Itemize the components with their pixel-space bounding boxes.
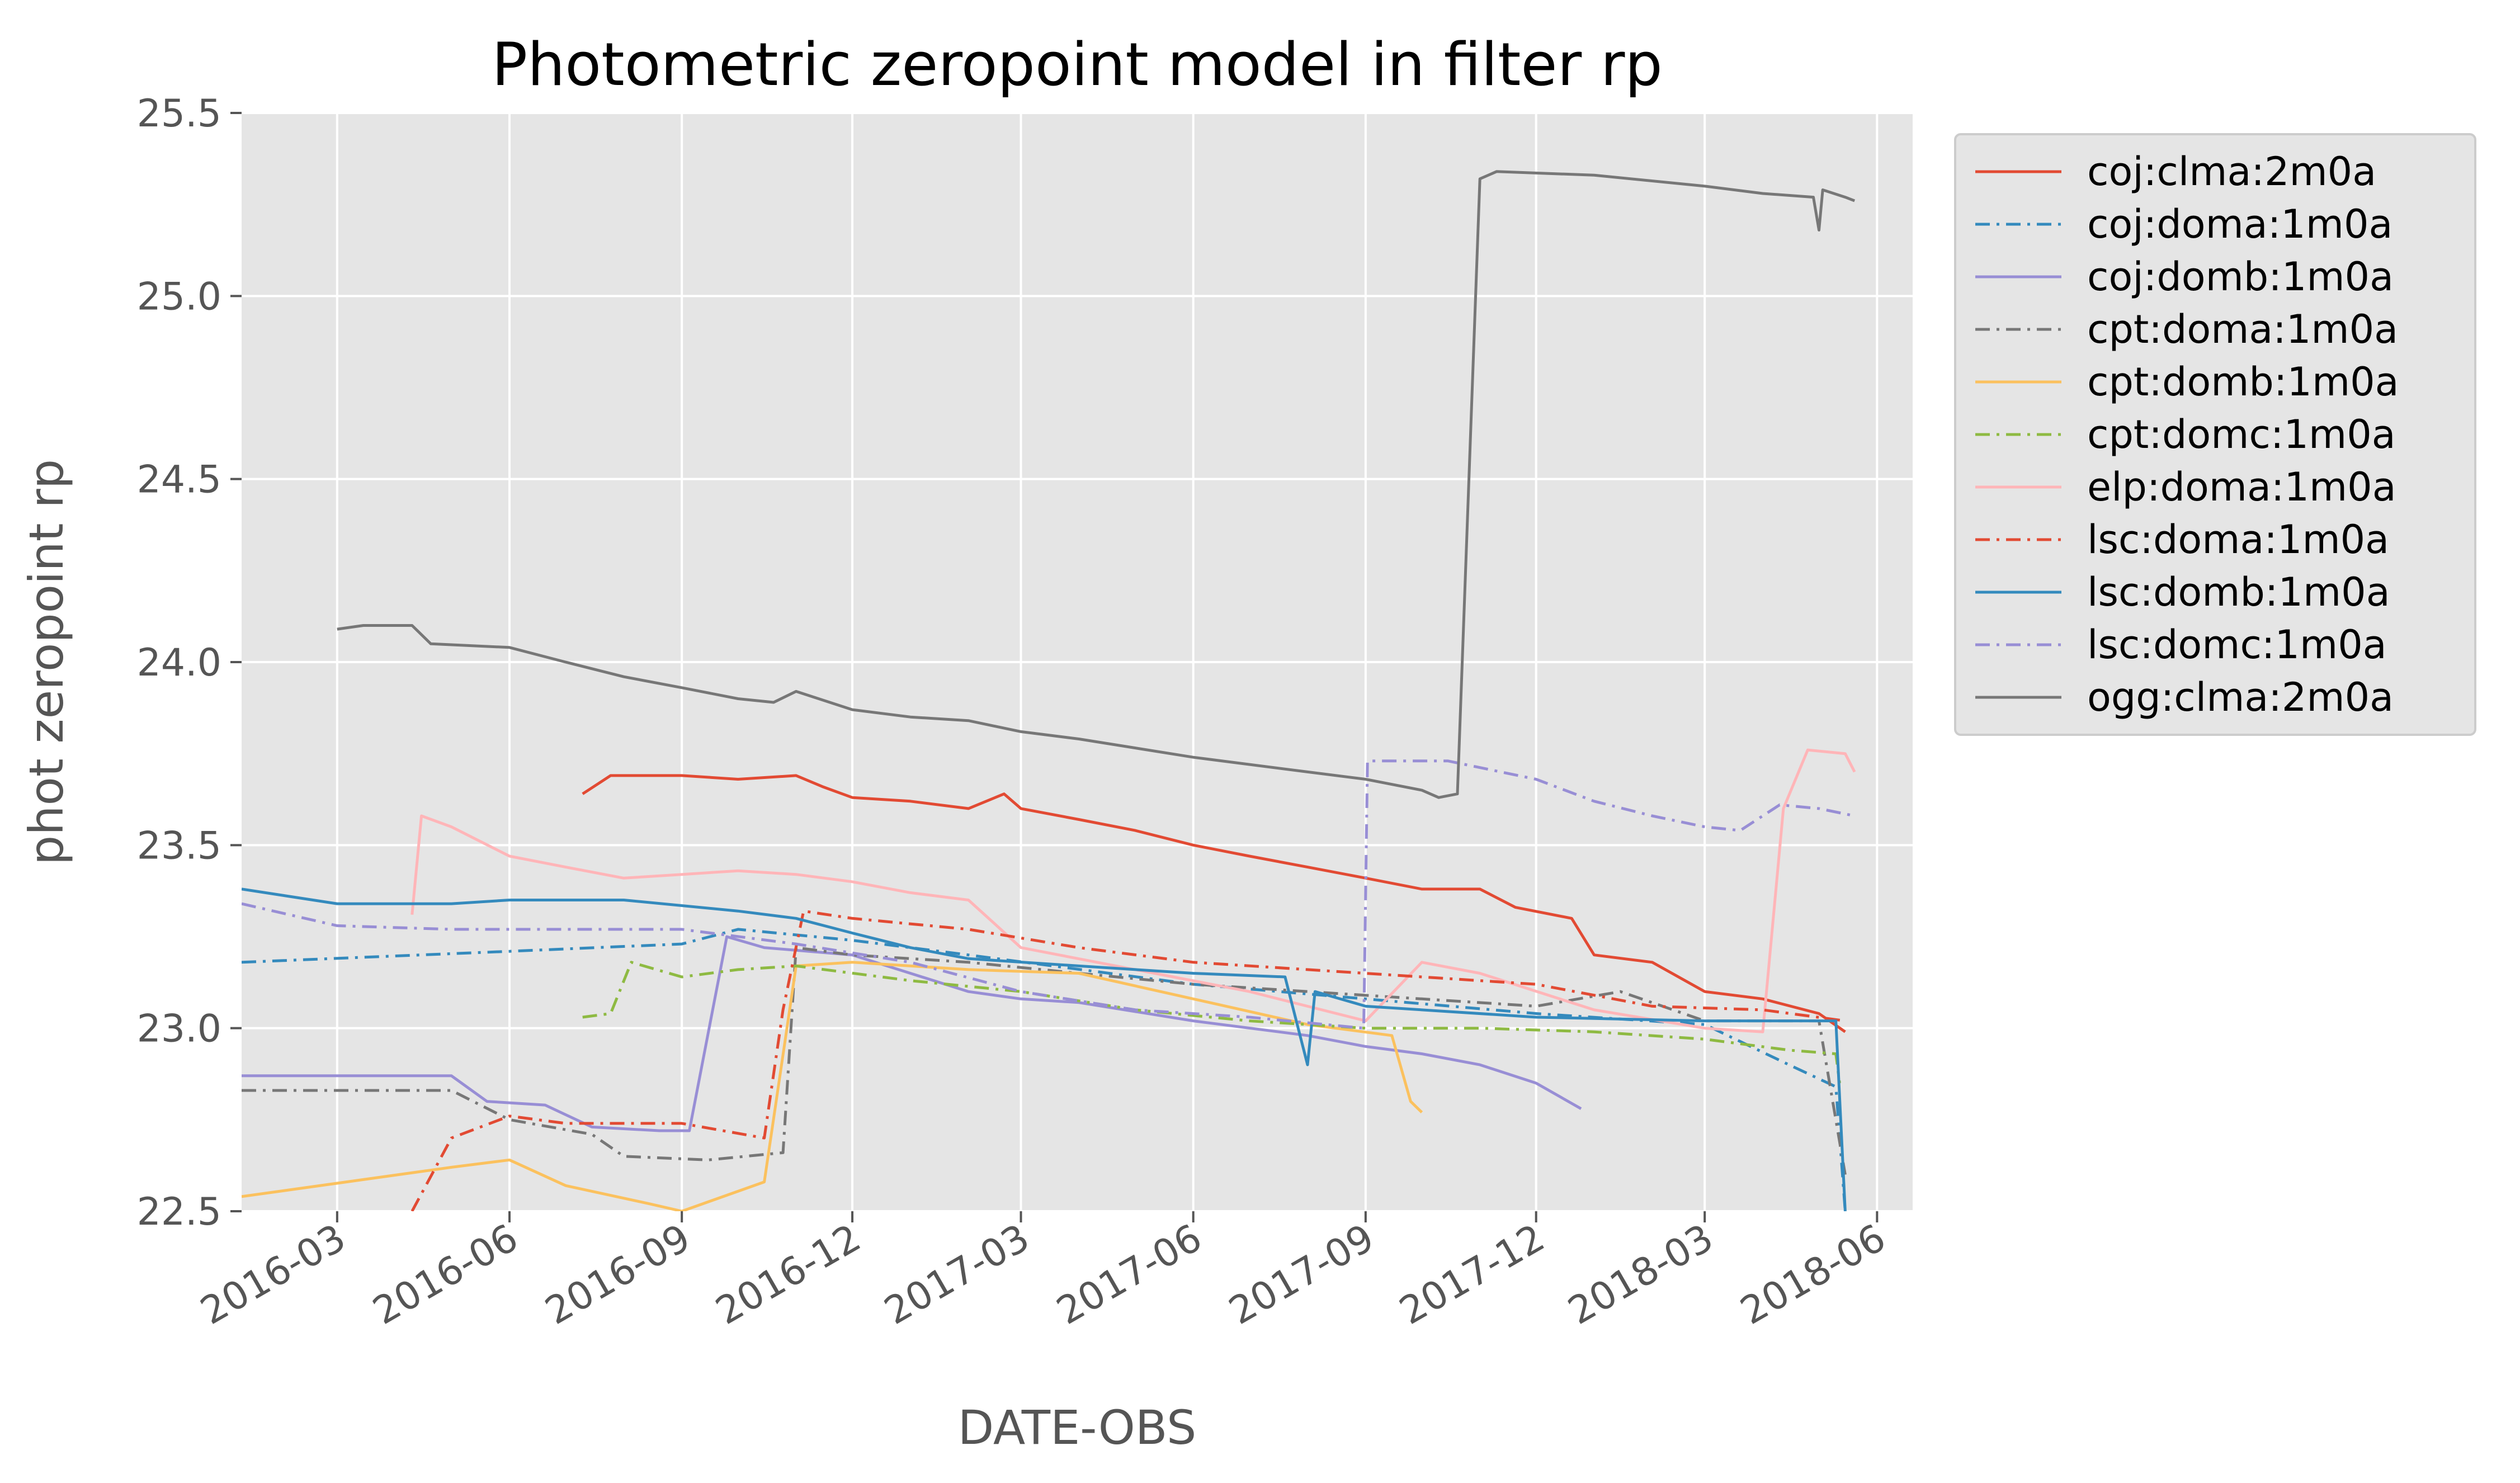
y-tick-label: 22.5	[137, 1190, 221, 1234]
series-line-lsc-domb-1m0a	[242, 887, 1847, 1211]
legend-entry-label: ogg:clma:2m0a	[2087, 674, 2394, 720]
series-line-elp-doma-1m0a	[410, 748, 1856, 1033]
legend-box	[1954, 133, 2476, 736]
legend-entry-label: cpt:doma:1m0a	[2087, 306, 2398, 352]
y-axis-label: phot zeropoint rp	[19, 459, 74, 865]
series-line-lsc-doma-1m0a	[410, 909, 1846, 1211]
y-tick-label: 24.5	[137, 458, 221, 502]
series-line-ogg-clma-2m0a	[337, 170, 1856, 799]
series-line-coj-domb-1m0a	[242, 935, 1582, 1132]
series-lines	[242, 170, 1856, 1211]
y-tick-label: 23.0	[137, 1007, 221, 1051]
legend-entry-label: coj:clma:2m0a	[2087, 149, 2376, 195]
y-tick-label: 24.0	[137, 641, 221, 685]
chart-title: Photometric zeropoint model in filter rp	[492, 30, 1663, 99]
series-line-coj-clma-2m0a	[582, 774, 1846, 1033]
legend-entry-label: lsc:domc:1m0a	[2087, 622, 2387, 668]
legend-entry-label: coj:domb:1m0a	[2087, 254, 2394, 300]
y-axis: 22.5 23.0 23.5 24.0 24.5 25.0 25.5	[137, 92, 242, 1234]
legend: coj:clma:2m0a coj:doma:1m0a coj:domb:1m0a c…	[1954, 133, 2476, 736]
y-tick-label: 23.5	[137, 824, 221, 868]
series-line-cpt-domb-1m0a	[242, 961, 1423, 1211]
legend-entry-label: cpt:domb:1m0a	[2087, 359, 2399, 405]
series-line-cpt-doma-1m0a	[242, 946, 1847, 1175]
legend-entry-label: lsc:domb:1m0a	[2087, 569, 2390, 615]
legend-entry-label: lsc:doma:1m0a	[2087, 517, 2389, 563]
legend-entry-label: cpt:domc:1m0a	[2087, 412, 2396, 457]
x-axis-label: DATE-OBS	[958, 1400, 1197, 1455]
y-tick-label: 25.0	[137, 275, 221, 319]
legend-entry-label: coj:doma:1m0a	[2087, 201, 2392, 247]
y-tick-label: 25.5	[137, 92, 221, 136]
legend-entry-label: elp:doma:1m0a	[2087, 464, 2396, 510]
